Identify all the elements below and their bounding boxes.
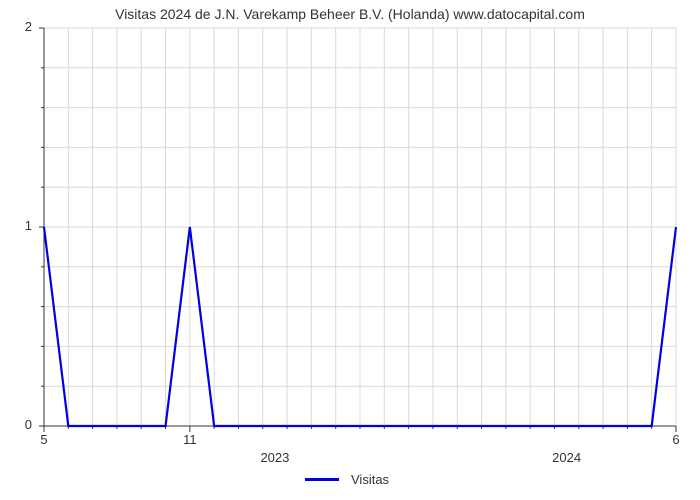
x-tick-label: 5	[24, 432, 64, 447]
chart-container: Visitas 2024 de J.N. Varekamp Beheer B.V…	[0, 0, 700, 500]
x-year-label: 2024	[537, 450, 597, 465]
y-tick-label: 1	[0, 218, 32, 233]
x-year-label: 2023	[245, 450, 305, 465]
legend: Visitas	[305, 472, 389, 487]
legend-label: Visitas	[351, 472, 389, 487]
chart-title: Visitas 2024 de J.N. Varekamp Beheer B.V…	[0, 6, 700, 22]
y-tick-label: 2	[0, 19, 32, 34]
x-tick-label: 11	[170, 432, 210, 447]
y-tick-label: 0	[0, 417, 32, 432]
x-tick-label: 6	[656, 432, 696, 447]
legend-swatch	[305, 478, 339, 481]
plot-area	[44, 28, 676, 426]
